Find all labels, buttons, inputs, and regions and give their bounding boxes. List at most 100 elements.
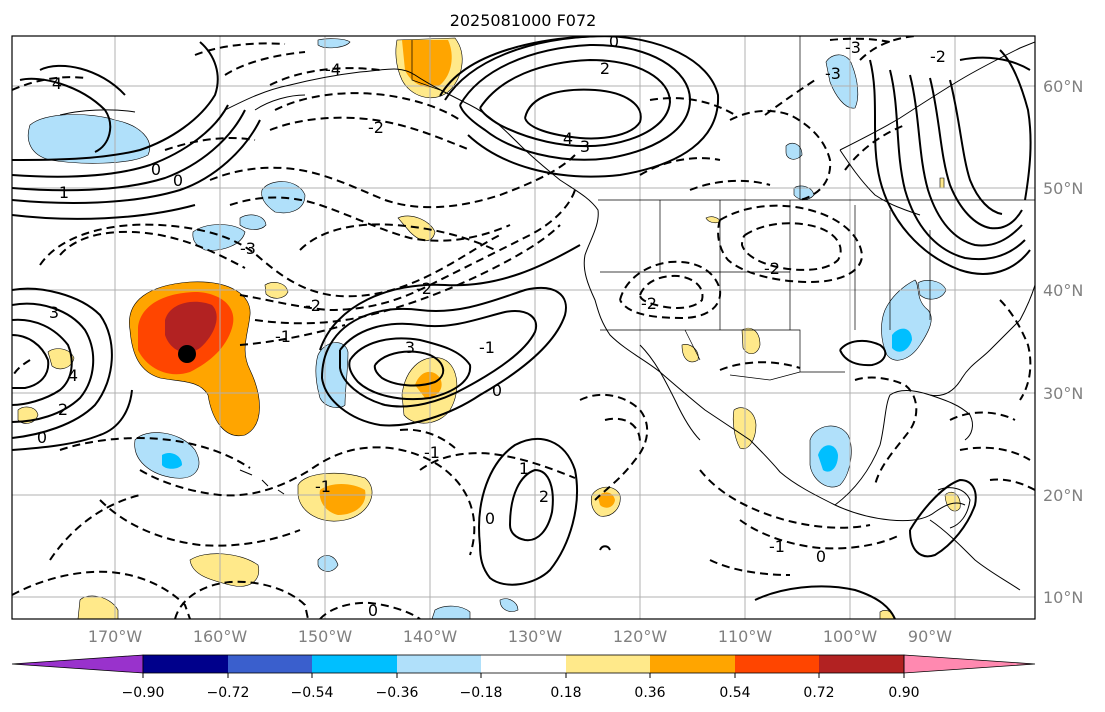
contour-label: 3	[405, 338, 415, 357]
cool-anomaly-region	[317, 38, 351, 49]
colorbar-tick-label: 0.54	[719, 685, 750, 701]
contour-label: -1	[275, 327, 291, 346]
contour-label: 1	[519, 459, 529, 478]
lat-label: 10°N	[1043, 588, 1083, 607]
lat-label: 50°N	[1043, 179, 1083, 198]
warm-anomaly-region	[165, 301, 217, 353]
colorbar-tick-label: −0.18	[460, 685, 503, 701]
lon-label: 140°W	[403, 627, 458, 646]
colorbar-segment	[735, 655, 819, 673]
figure-title: 2025081000 F072	[450, 11, 597, 30]
lon-label: 110°W	[718, 627, 773, 646]
cool-anomaly-region	[499, 598, 519, 612]
lat-label: 60°N	[1043, 77, 1083, 96]
colorbar-segment	[143, 655, 228, 673]
contour-label: 2	[58, 400, 68, 419]
contour-label: 0	[173, 171, 183, 190]
map-panel: 4 -4 -3 -2 0 2 4 3 -3 1 0 -2 -1 0 -2 3 4…	[12, 32, 1035, 620]
latitude-labels: 60°N 50°N 40°N 30°N 20°N 10°N	[1043, 77, 1083, 607]
lon-label: 170°W	[88, 627, 143, 646]
contour-label: 2	[539, 487, 549, 506]
lon-label: 100°W	[823, 627, 878, 646]
warm-anomaly-region	[741, 327, 761, 354]
lon-label: 90°W	[908, 627, 952, 646]
lon-label: 120°W	[613, 627, 668, 646]
lon-label: 130°W	[508, 627, 563, 646]
warm-anomaly-region	[47, 348, 75, 370]
negative-contours	[12, 36, 1035, 619]
colorbar-segment	[481, 655, 566, 673]
contour-label: 0	[492, 381, 502, 400]
lat-label: 30°N	[1043, 384, 1083, 403]
contour-label: -2	[641, 294, 657, 313]
contour-label: -1	[479, 338, 495, 357]
location-marker	[178, 345, 196, 363]
cool-anomaly-region	[892, 328, 912, 352]
contour-label: -4	[325, 60, 341, 79]
warm-anomaly-region	[402, 40, 452, 88]
contour-label: 4	[68, 366, 78, 385]
lat-label: 40°N	[1043, 281, 1083, 300]
colorbar-tick-label: −0.36	[376, 685, 419, 701]
lon-label: 150°W	[298, 627, 353, 646]
colorbar-segment	[312, 655, 397, 673]
contour-label: -2	[764, 259, 780, 278]
colorbar-segment	[650, 655, 735, 673]
contour-label: 0	[609, 32, 619, 51]
contour-label: 1	[59, 183, 69, 202]
longitude-labels: 170°W 160°W 150°W 140°W 130°W 120°W 110°…	[88, 627, 952, 646]
contour-label: -3	[825, 64, 841, 83]
contour-label: 0	[151, 160, 161, 179]
contour-label: -1	[315, 477, 331, 496]
colorbar-segment	[819, 655, 904, 673]
contour-label: 3	[49, 303, 59, 322]
contour-labels: 4 -4 -3 -2 0 2 4 3 -3 1 0 -2 -1 0 -2 3 4…	[37, 32, 946, 620]
cool-anomaly-region	[785, 143, 803, 160]
contour-label: -2	[930, 47, 946, 66]
warm-anomaly-region	[939, 177, 945, 189]
warm-anomaly-region	[319, 484, 366, 515]
contour-label: 0	[37, 428, 47, 447]
contour-label: 4	[52, 74, 62, 93]
lon-label: 160°W	[193, 627, 248, 646]
contour-label: -2	[368, 118, 384, 137]
contour-label: -2	[305, 296, 321, 315]
graticule	[12, 36, 1035, 619]
warm-anomaly-region	[944, 491, 961, 512]
cool-anomaly-region	[162, 453, 182, 469]
colorbar-segment	[397, 655, 481, 673]
contour-label: 4	[563, 129, 573, 148]
colorbar: −0.90 −0.72 −0.54 −0.36 −0.18 0.18 0.36 …	[11, 654, 1036, 701]
colorbar-tick-label: −0.90	[122, 685, 165, 701]
colorbar-tick-label: 0.90	[888, 685, 919, 701]
colorbar-tick-label: 0.18	[550, 685, 581, 701]
contour-label: 3	[580, 137, 590, 156]
contour-label: -3	[845, 38, 861, 57]
colorbar-tick-label: −0.54	[291, 685, 334, 701]
colorbar-min-extension	[11, 654, 144, 674]
map-frame	[11, 35, 1036, 620]
cool-anomaly-region	[818, 445, 838, 472]
lat-label: 20°N	[1043, 486, 1083, 505]
colorbar-tick-label: −0.72	[207, 685, 250, 701]
contour-label: 2	[600, 59, 610, 78]
contour-label: -1	[769, 537, 785, 556]
contour-label: -1	[424, 443, 440, 462]
colorbar-tick-label: 0.36	[634, 685, 665, 701]
colorbar-segment	[228, 655, 312, 673]
contour-label: 0	[368, 601, 378, 620]
political-borders	[411, 36, 1035, 381]
colorbar-segment	[566, 655, 650, 673]
cool-anomaly-region	[239, 214, 267, 230]
cool-anomaly-region	[431, 605, 471, 619]
colorbar-max-extension	[903, 654, 1036, 674]
contour-label: 0	[816, 547, 826, 566]
positive-contours	[12, 36, 1032, 619]
cool-anomaly-region	[27, 114, 150, 164]
shaded-regions	[17, 37, 961, 619]
contour-label: -2	[416, 279, 432, 298]
contour-label: -3	[240, 239, 256, 258]
warm-anomaly-region	[598, 492, 615, 508]
colorbar-tick-label: 0.72	[803, 685, 834, 701]
